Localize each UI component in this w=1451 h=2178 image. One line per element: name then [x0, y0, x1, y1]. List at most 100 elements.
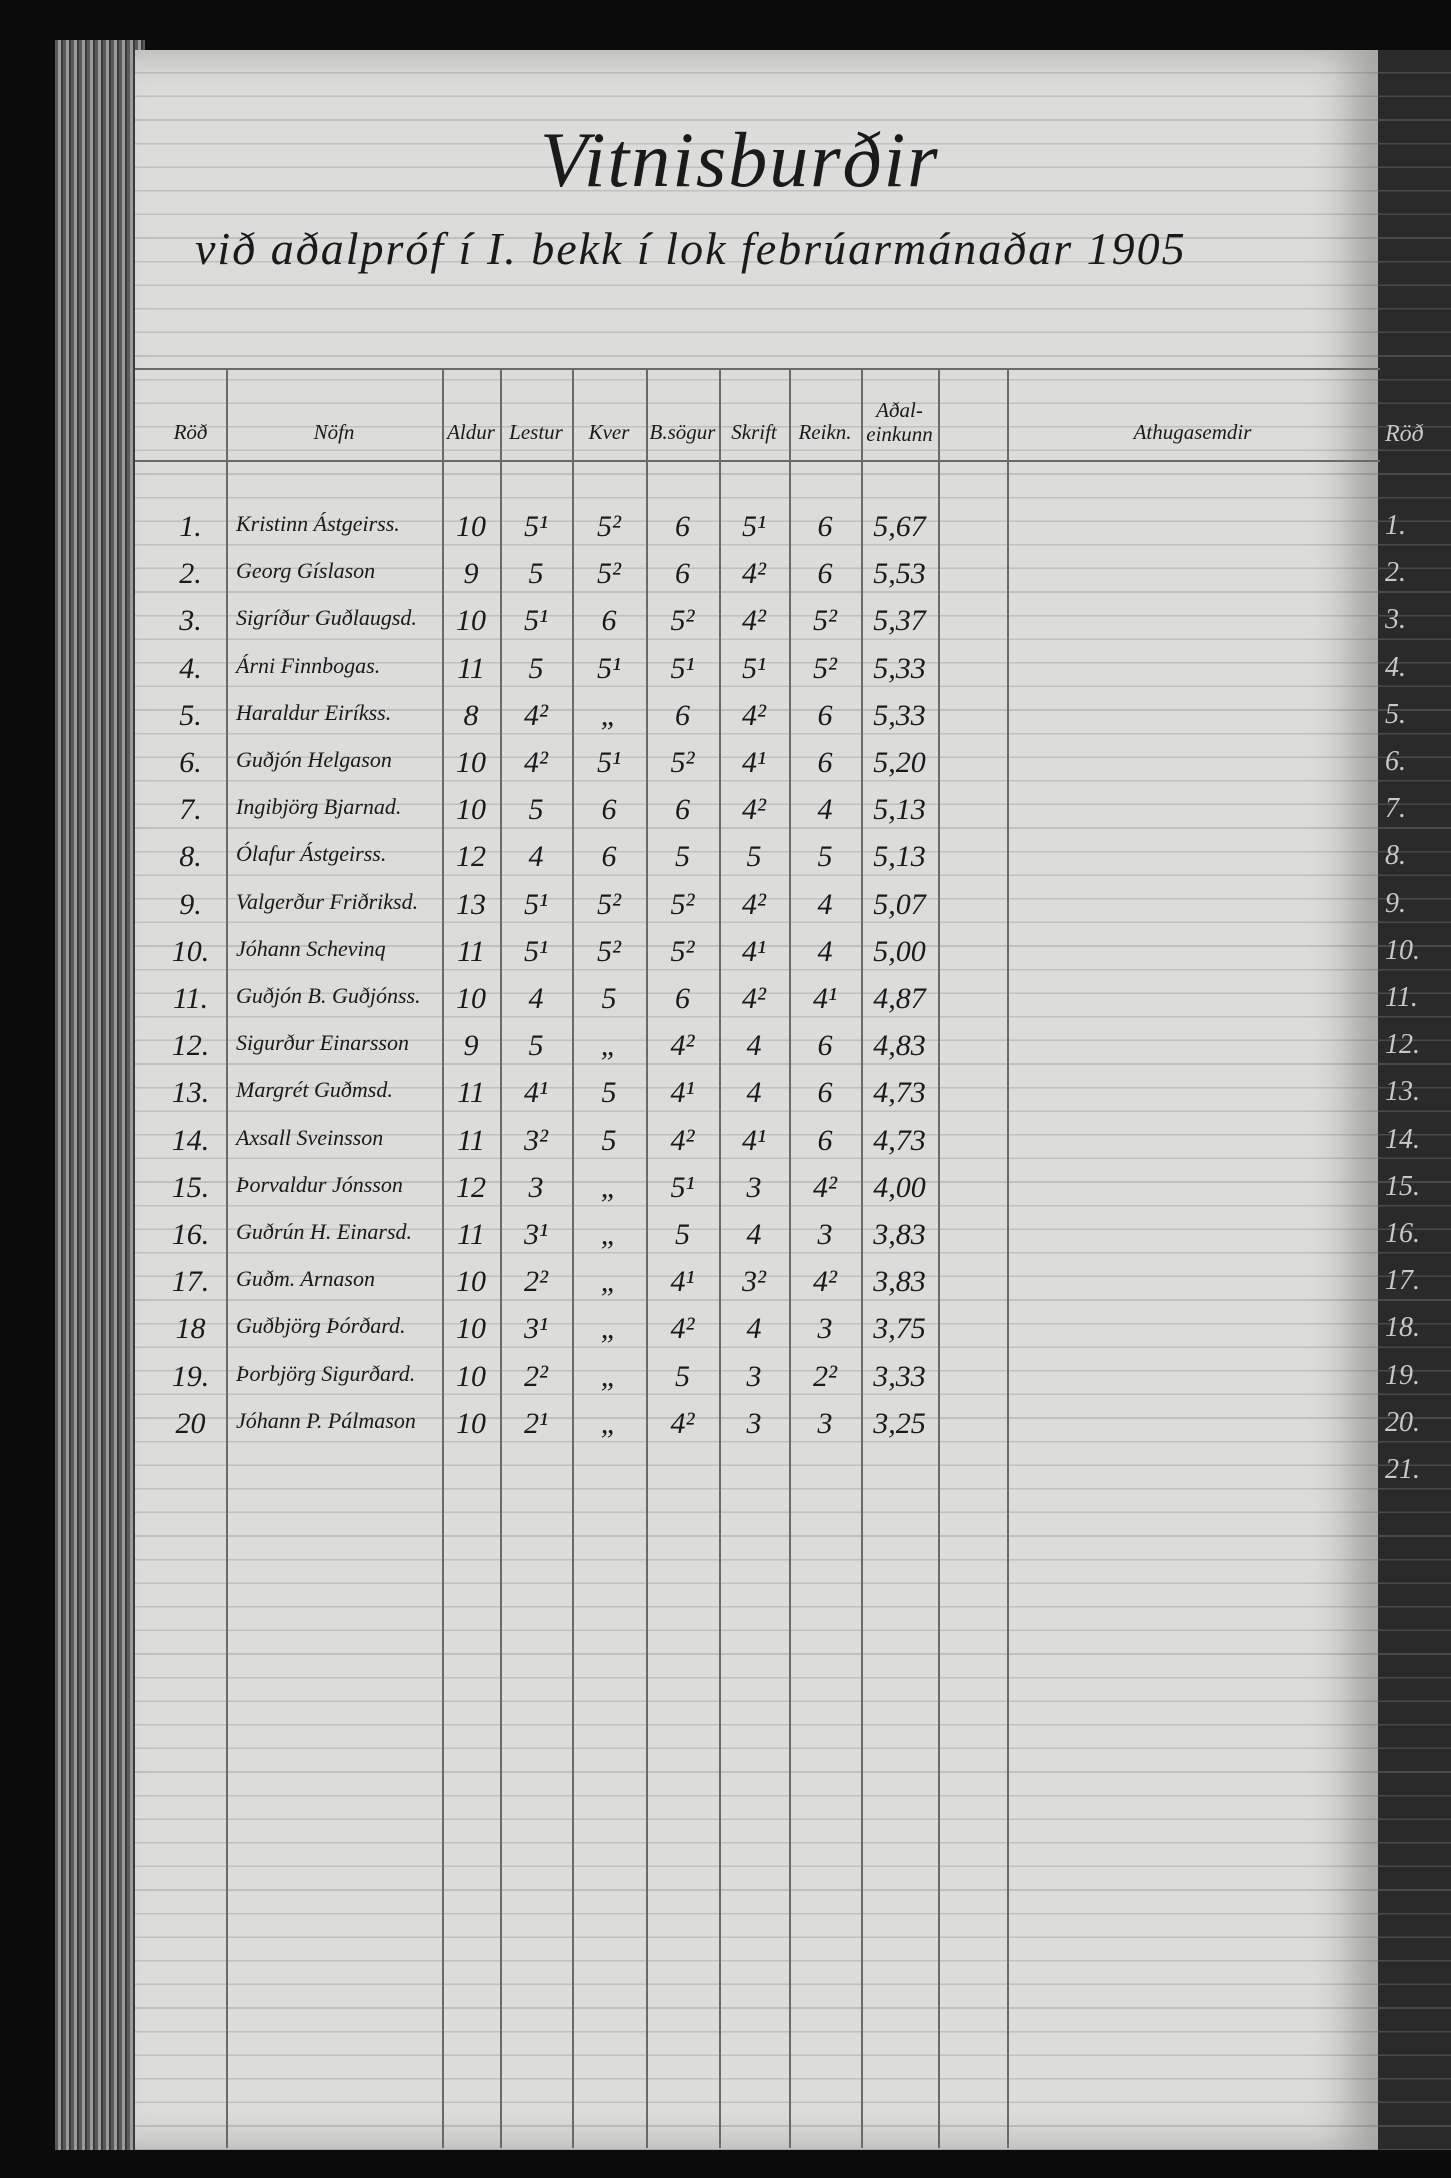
- row-rule: [135, 460, 1380, 462]
- reikn: 6: [817, 698, 833, 732]
- student-name: Guðm. Arnason: [236, 1266, 375, 1292]
- kver: „: [600, 698, 618, 732]
- row-number: 10.: [171, 934, 210, 968]
- b-sogur: 5²: [670, 887, 695, 921]
- reikn: 5²: [813, 604, 837, 638]
- row-number: 2.: [179, 557, 202, 591]
- lestur: 3¹: [524, 1312, 548, 1346]
- lestur: 5: [528, 1029, 544, 1063]
- age: 8: [463, 698, 479, 732]
- adaleinkunn: 3,25: [873, 1406, 926, 1440]
- column-header: Nöfn: [313, 420, 355, 444]
- student-name: Guðjón Helgason: [236, 747, 392, 772]
- kver: „: [600, 1218, 618, 1251]
- reikn: 6: [817, 557, 833, 591]
- next-page-row-number: 16.: [1385, 1218, 1420, 1249]
- row-number: 8.: [179, 840, 202, 874]
- lestur: 5: [528, 793, 544, 827]
- kver: „: [600, 1406, 618, 1440]
- skrift: 4²: [742, 604, 766, 638]
- age: 10: [456, 1359, 486, 1393]
- b-sogur: 4²: [670, 1312, 695, 1346]
- age: 13: [456, 887, 486, 921]
- adaleinkunn: 4,83: [873, 1029, 926, 1063]
- row-number: 17.: [171, 1265, 210, 1299]
- student-name: Kristinn Ástgeirss.: [236, 511, 400, 536]
- kver: 6: [601, 793, 617, 827]
- student-name: Ólafur Ástgeirss.: [236, 841, 387, 867]
- age: 9: [463, 557, 479, 591]
- student-name: Árni Finnbogas.: [236, 652, 381, 678]
- skrift: 5: [746, 840, 762, 874]
- reikn: 4¹: [813, 982, 837, 1015]
- b-sogur: 6: [675, 557, 690, 591]
- student-name: Guðbjörg Þórðard.: [236, 1313, 406, 1339]
- next-page-row-number: 18.: [1385, 1312, 1420, 1344]
- student-name: Jóhann Schevinq: [236, 935, 386, 961]
- column-rule: [442, 368, 444, 2148]
- age: 11: [457, 651, 485, 685]
- skrift: 3²: [742, 1265, 766, 1299]
- age: 11: [457, 1123, 485, 1157]
- row-number: 3.: [179, 604, 202, 638]
- student-name: Margrét Guðmsd.: [236, 1077, 393, 1103]
- reikn: 4: [817, 934, 833, 968]
- b-sogur: 5¹: [670, 1170, 695, 1204]
- next-page-row-number: 21.: [1385, 1454, 1420, 1485]
- lestur: 2²: [524, 1359, 548, 1393]
- kver: „: [600, 1170, 618, 1204]
- adaleinkunn: 4,87: [873, 982, 926, 1015]
- column-header: B.sögur: [649, 420, 716, 444]
- column-header: Röð: [173, 420, 208, 444]
- skrift: 3: [746, 1170, 762, 1204]
- row-number: 9.: [179, 887, 202, 921]
- next-page-row-number: 3.: [1385, 604, 1406, 636]
- next-page-row-number: 17.: [1385, 1265, 1420, 1297]
- lestur: 5: [528, 557, 544, 591]
- column-rule: [719, 368, 721, 2148]
- reikn: 5²: [813, 651, 837, 685]
- lestur: 2¹: [524, 1406, 548, 1440]
- age: 9: [463, 1029, 479, 1063]
- age: 10: [456, 1406, 486, 1440]
- next-page-row-number: 14.: [1385, 1123, 1420, 1155]
- row-number: 1.: [179, 510, 202, 543]
- skrift: 4²: [742, 698, 766, 732]
- adaleinkunn: 5,20: [873, 746, 926, 779]
- next-page-row-number: 10.: [1385, 934, 1420, 966]
- kver: 5¹: [597, 746, 621, 779]
- column-header: Lestur: [509, 420, 563, 444]
- age: 11: [457, 1218, 485, 1251]
- skrift: 4¹: [742, 746, 766, 779]
- next-page-row-number: 7.: [1385, 793, 1406, 825]
- b-sogur: 4²: [670, 1406, 695, 1440]
- student-name: Axsall Sveinsson: [236, 1124, 384, 1150]
- adaleinkunn: 3,33: [873, 1359, 926, 1393]
- row-number: 16.: [171, 1218, 210, 1251]
- skrift: 5¹: [742, 510, 766, 543]
- kver: 5²: [597, 510, 621, 543]
- skrift: 4: [746, 1218, 762, 1251]
- row-rule: [135, 368, 1380, 370]
- column-rule: [226, 368, 228, 2148]
- b-sogur: 5²: [670, 746, 695, 779]
- reikn: 4²: [813, 1265, 837, 1299]
- skrift: 4: [746, 1029, 762, 1063]
- lestur: 5: [528, 651, 544, 685]
- adaleinkunn: 4,73: [873, 1123, 926, 1157]
- skrift: 4²: [742, 982, 766, 1015]
- lestur: 3²: [524, 1123, 548, 1157]
- lestur: 5¹: [524, 934, 548, 968]
- student-name: Guðjón B. Guðjónss.: [236, 983, 421, 1008]
- kver: 6: [601, 840, 617, 874]
- b-sogur: 4¹: [670, 1265, 695, 1299]
- b-sogur: 6: [675, 698, 690, 732]
- skrift: 4: [746, 1312, 762, 1346]
- kver: 6: [601, 604, 617, 638]
- adaleinkunn: 5,53: [873, 557, 926, 591]
- kver: 5²: [597, 887, 621, 921]
- adaleinkunn: 5,00: [873, 934, 926, 968]
- age: 10: [456, 746, 486, 779]
- column-rule: [1007, 368, 1009, 2148]
- column-rule: [789, 368, 791, 2148]
